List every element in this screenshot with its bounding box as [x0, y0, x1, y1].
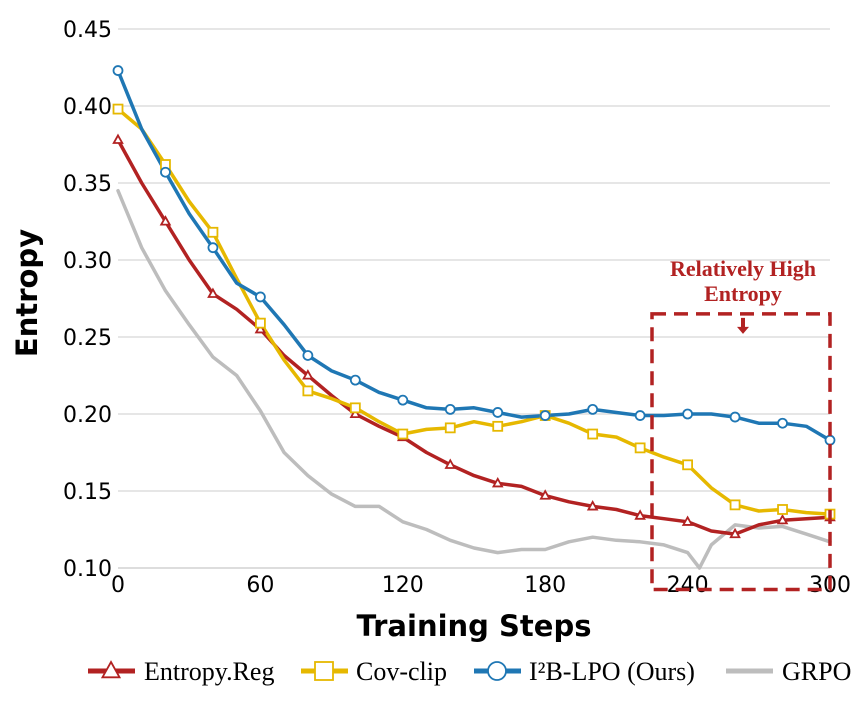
- grid-lines: [118, 28, 830, 492]
- y-tick-labels: 0.10 0.15 0.20 0.25 0.30 0.35 0.40 0.45: [63, 18, 112, 582]
- data-point: [302, 369, 314, 380]
- high-entropy-box: [650, 312, 832, 592]
- data-point: [777, 417, 788, 429]
- data-point: [539, 489, 552, 500]
- annotation-text-line-2: Entropy: [704, 281, 782, 306]
- data-point: [159, 215, 172, 226]
- data-point: [444, 403, 456, 415]
- data-point: [777, 504, 788, 515]
- data-point: [586, 500, 599, 511]
- data-point: [587, 403, 599, 415]
- x-tick-label: 60: [246, 573, 274, 598]
- data-point: [492, 407, 504, 418]
- y-tick-label: 0.30: [63, 249, 112, 274]
- data-point: [682, 408, 693, 420]
- legend-label: Cov-clip: [356, 657, 447, 686]
- data-point: [824, 434, 836, 446]
- legend-marker: [100, 660, 122, 679]
- legend: Entropy.Reg Cov-clip I²B-LPO (Ours) GRPO: [88, 657, 851, 686]
- data-point: [207, 242, 219, 254]
- legend-label: I²B-LPO (Ours): [529, 657, 695, 686]
- legend-label: Entropy.Reg: [144, 657, 274, 686]
- data-point: [634, 509, 646, 520]
- data-point: [729, 499, 741, 511]
- data-point: [729, 411, 741, 423]
- data-point: [112, 65, 124, 76]
- y-tick-label: 0.40: [63, 95, 112, 120]
- data-point: [444, 422, 456, 434]
- data-point: [681, 515, 694, 526]
- x-tick-label: 120: [382, 573, 424, 598]
- data-point: [349, 407, 362, 419]
- y-tick-label: 0.20: [63, 403, 112, 428]
- data-point: [160, 166, 171, 178]
- series-line: [116, 138, 832, 536]
- x-axis-title: Training Steps: [357, 609, 592, 643]
- annotation-arrow: [737, 317, 749, 334]
- legend-marker: [487, 661, 507, 681]
- legend-marker: [314, 661, 334, 681]
- x-tick-label: 180: [524, 573, 566, 598]
- data-point: [492, 420, 504, 432]
- data-point: [397, 394, 409, 406]
- data-point: [112, 103, 124, 115]
- legend-label: GRPO: [782, 657, 851, 686]
- x-tick-label: 0: [111, 573, 125, 598]
- data-point: [539, 410, 551, 421]
- data-point: [254, 317, 266, 329]
- y-tick-label: 0.35: [63, 172, 112, 197]
- data-point: [729, 527, 741, 539]
- data-point: [302, 385, 314, 397]
- data-point: [349, 374, 361, 386]
- series-line: [116, 107, 832, 516]
- y-tick-label: 0.15: [63, 480, 112, 505]
- data-point: [491, 476, 504, 488]
- x-tick-label: 240: [667, 573, 709, 598]
- annotation: Relatively High Entropy: [650, 256, 832, 592]
- x-tick-labels: 0 60 120 180 240 300: [111, 573, 851, 598]
- data-point: [776, 513, 789, 525]
- annotation-text-line-1: Relatively High: [670, 256, 816, 281]
- data-point: [112, 133, 124, 144]
- y-tick-label: 0.10: [63, 557, 112, 582]
- data-point: [587, 428, 599, 440]
- data-point: [349, 402, 361, 414]
- y-axis-title: Entropy: [10, 229, 44, 357]
- data-point: [302, 350, 314, 361]
- data-point: [634, 442, 646, 454]
- series-line: [116, 68, 832, 442]
- series-lines: [116, 68, 832, 570]
- y-tick-label: 0.25: [63, 326, 112, 351]
- data-point: [207, 226, 219, 238]
- data-point: [444, 458, 457, 469]
- data-point: [682, 459, 693, 471]
- data-point: [397, 428, 409, 440]
- data-point: [634, 410, 646, 421]
- series-markers: [112, 65, 836, 539]
- series-line: [116, 188, 832, 570]
- y-tick-label: 0.45: [63, 18, 112, 43]
- data-point: [254, 291, 266, 303]
- data-point: [254, 322, 267, 334]
- data-point: [207, 287, 219, 298]
